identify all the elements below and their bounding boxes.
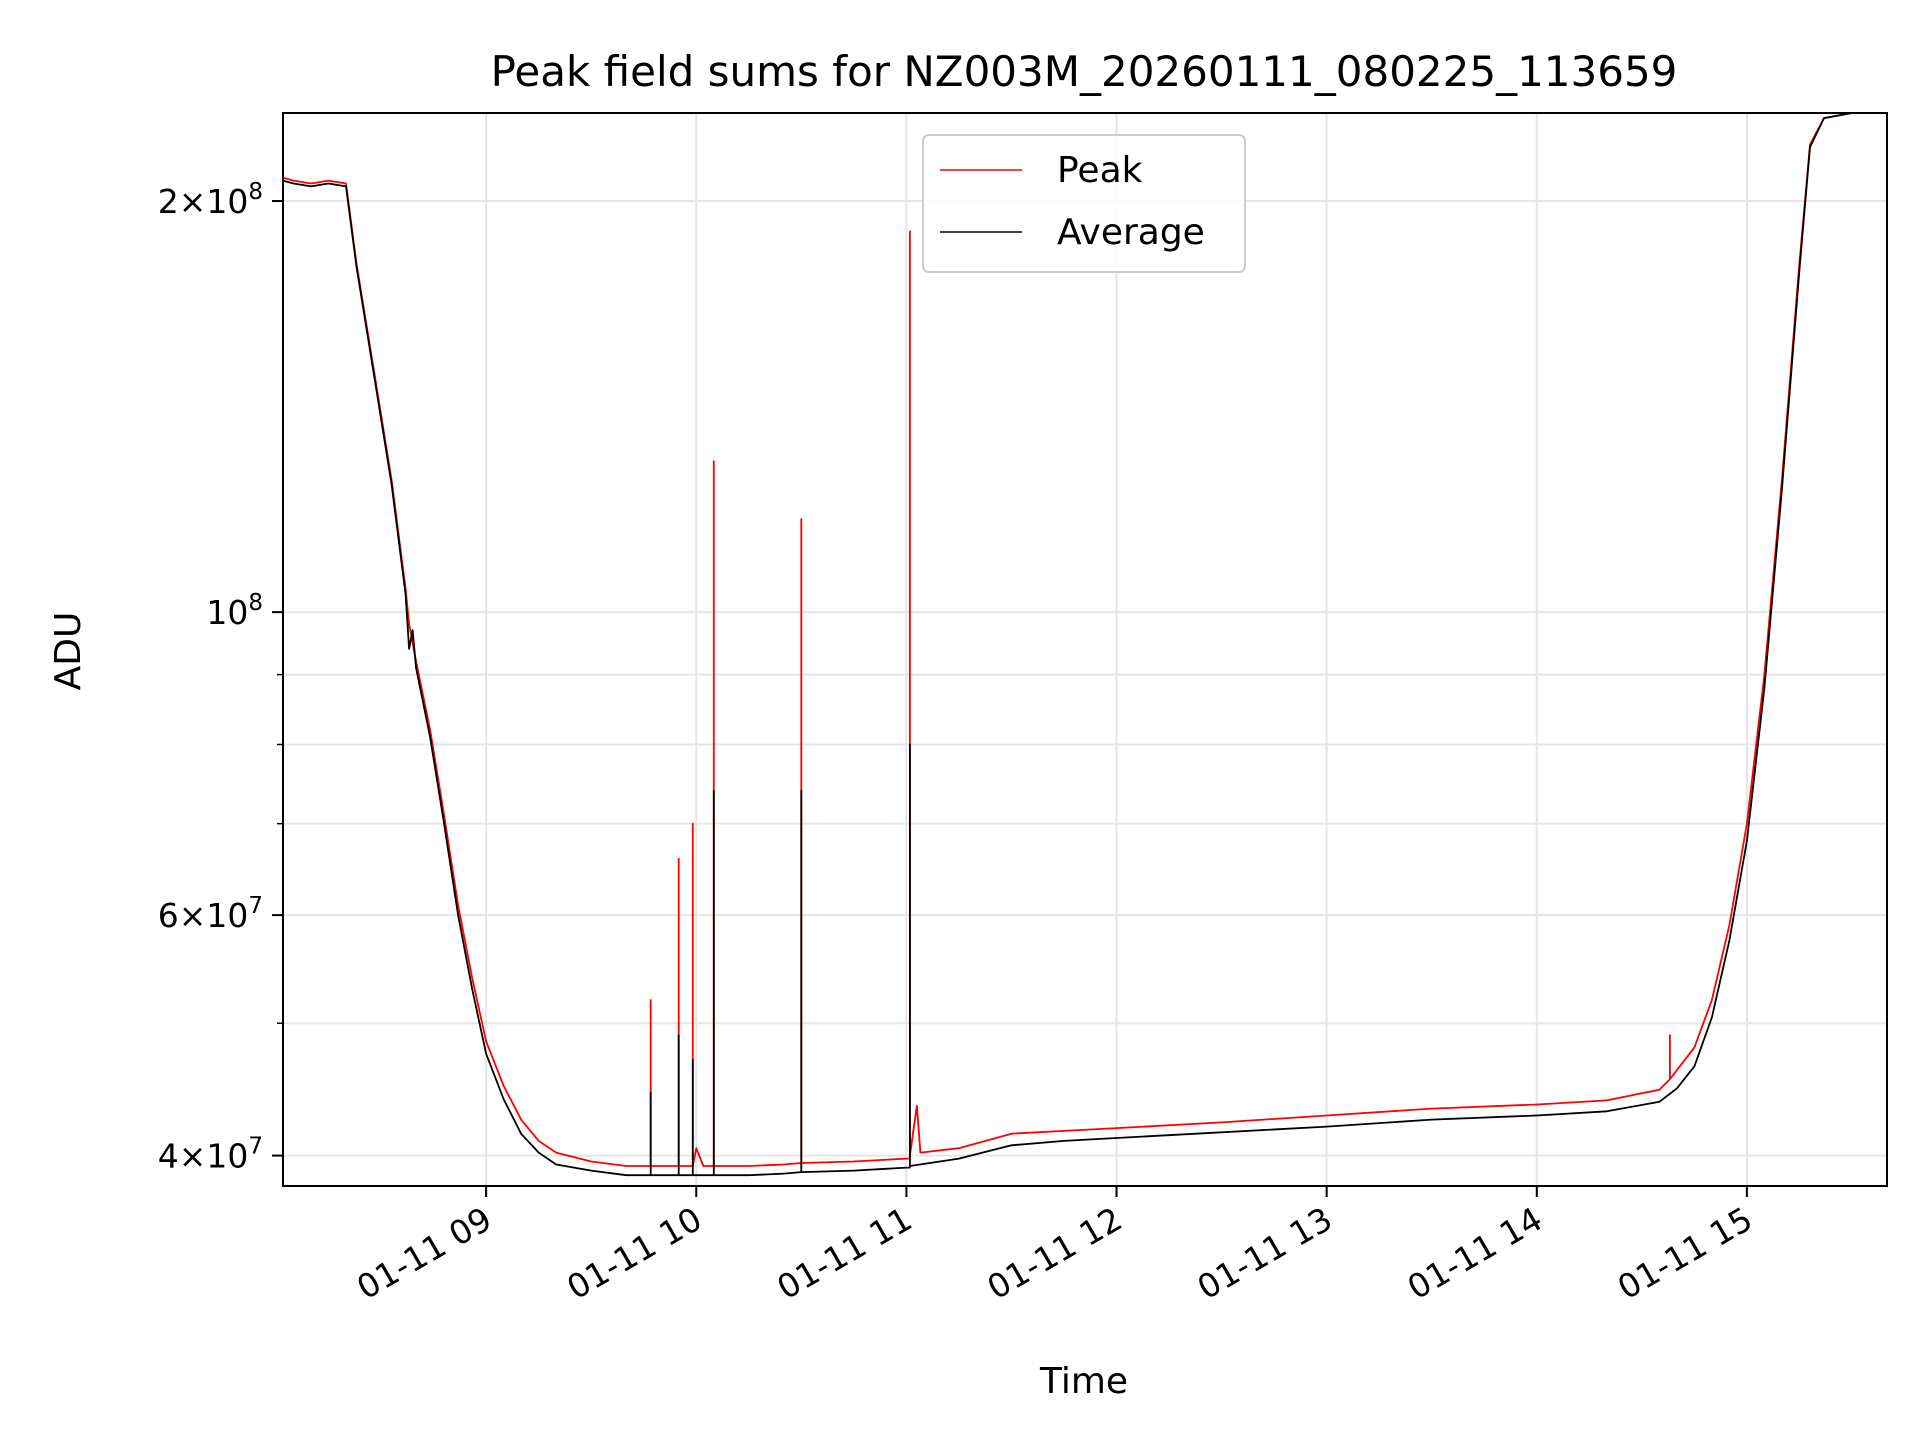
y-tick-label: 108 — [206, 590, 263, 632]
x-axis-label: Time — [1039, 1361, 1128, 1402]
y-tick-label: 4×107 — [158, 1134, 263, 1176]
legend: Peak Average — [922, 134, 1246, 273]
series-line-peak — [282, 112, 1887, 1167]
series-line-average — [282, 112, 1887, 1177]
legend-label-average: Average — [1057, 212, 1205, 253]
y-axis-label: ADU — [48, 612, 89, 691]
plot-frame — [282, 112, 1888, 1187]
series-layer — [282, 112, 1887, 1177]
y-tick-label: 2×108 — [158, 179, 263, 221]
chart-title: Peak field sums for NZ003M_20260111_0802… — [491, 47, 1678, 96]
legend-label-peak: Peak — [1057, 150, 1143, 191]
y-tick-label: 6×107 — [158, 893, 263, 935]
